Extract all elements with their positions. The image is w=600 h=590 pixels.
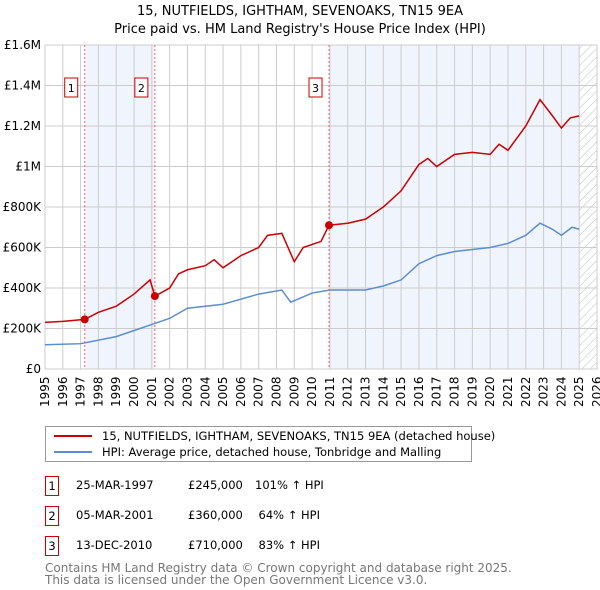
- y-tick-label: £0: [26, 362, 41, 376]
- x-tick-label: 2002: [163, 376, 177, 407]
- x-tick-label: 2018: [448, 376, 462, 407]
- sale-number: 3: [45, 536, 59, 556]
- x-tick-label: 1996: [56, 376, 70, 407]
- footer-line-1: Contains HM Land Registry data © Crown c…: [45, 561, 512, 575]
- chart-subtitle: Price paid vs. HM Land Registry's House …: [114, 22, 486, 37]
- sale-label-box: [64, 77, 79, 98]
- x-tick-label: 1999: [109, 376, 123, 407]
- sale-hpi-change: 83% ↑ HPI: [258, 538, 320, 552]
- x-tick-label: 2004: [198, 376, 212, 407]
- x-tick-label: 1997: [74, 376, 88, 407]
- y-tick-label: £1M: [15, 160, 41, 174]
- x-tick-label: 2001: [145, 376, 159, 407]
- x-tick-label: 2020: [483, 376, 497, 407]
- sale-number: 2: [45, 506, 59, 526]
- legend-red-line: [54, 435, 92, 437]
- x-tick-label: 2006: [234, 376, 248, 407]
- y-tick-label: £200K: [3, 322, 43, 336]
- sale-hpi-change: 101% ↑ HPI: [255, 478, 324, 492]
- y-tick-label: £1.4M: [4, 79, 41, 93]
- legend-label-property: 15, NUTFIELDS, IGHTHAM, SEVENOAKS, TN15 …: [102, 429, 496, 443]
- sale-hpi-change: 64% ↑ HPI: [258, 508, 320, 522]
- sale-label: 2: [138, 82, 145, 95]
- x-tick-label: 2022: [519, 376, 533, 407]
- y-tick-label: £400K: [3, 281, 43, 295]
- x-tick-label: 2013: [359, 376, 373, 407]
- x-tick-label: 2024: [554, 376, 568, 407]
- x-tick-label: 2003: [180, 376, 194, 407]
- x-tick-label: 2017: [430, 376, 444, 407]
- chart-title: 15, NUTFIELDS, IGHTHAM, SEVENOAKS, TN15 …: [136, 4, 463, 19]
- x-tick-label: 2025: [572, 376, 586, 407]
- y-tick-label: £800K: [3, 200, 43, 214]
- sale-date: 05-MAR-2001: [76, 508, 154, 522]
- sale-price: £360,000: [188, 508, 243, 522]
- x-tick-label: 2012: [341, 376, 355, 407]
- sale-row: 1 25-MAR-1997 £245,000 101% ↑ HPI: [45, 476, 345, 496]
- x-tick-label: 2010: [305, 376, 319, 407]
- legend-label-hpi: HPI: Average price, detached house, Tonb…: [102, 445, 442, 459]
- sale-date: 13-DEC-2010: [76, 538, 153, 552]
- x-tick-label: 2019: [465, 376, 479, 407]
- sale-label: 1: [68, 82, 75, 95]
- sale-row: 3 13-DEC-2010 £710,000 83% ↑ HPI: [45, 536, 345, 556]
- x-tick-label: 2005: [216, 376, 230, 407]
- x-tick-label: 2016: [412, 376, 426, 407]
- x-tick-label: 2009: [287, 376, 301, 407]
- series-line: [44, 98, 580, 324]
- x-tick-label: 2021: [501, 376, 515, 407]
- x-tick-label: 1995: [38, 376, 52, 407]
- x-tick-label: 2023: [537, 376, 551, 407]
- sale-price: £245,000: [188, 478, 243, 492]
- y-tick-label: £1.6M: [4, 38, 41, 52]
- sale-point: [150, 292, 159, 301]
- sale-row: 2 05-MAR-2001 £360,000 64% ↑ HPI: [45, 506, 345, 526]
- sale-label-box: [308, 77, 323, 98]
- x-tick-label: 1998: [91, 376, 105, 407]
- sale-price: £710,000: [188, 538, 243, 552]
- x-tick-label: 2000: [127, 376, 141, 407]
- x-tick-label: 2015: [394, 376, 408, 407]
- price-chart: 1995 1996 1997 1998 1999 2000 2001 2002 2003 2004…: [3, 38, 600, 407]
- sale-number: 1: [45, 476, 59, 496]
- sale-point: [80, 315, 89, 324]
- sale-label: 3: [312, 82, 319, 95]
- x-tick-label: 2014: [376, 376, 390, 407]
- y-tick-label: £600K: [3, 241, 43, 255]
- legend: 15, NUTFIELDS, IGHTHAM, SEVENOAKS, TN15 …: [45, 426, 495, 462]
- x-tick-label: 2008: [269, 376, 283, 407]
- y-tick-label: £1.2M: [4, 119, 41, 133]
- plot-border: [44, 44, 598, 370]
- x-tick-label: 2011: [323, 376, 337, 407]
- x-tick-label: 2007: [252, 376, 266, 407]
- footer-line-2: This data is licensed under the Open Gov…: [45, 573, 428, 587]
- x-tick-label: 2026: [590, 376, 600, 407]
- sale-label-box: [134, 77, 149, 98]
- footer: Contains HM Land Registry data © Crown c…: [45, 562, 512, 586]
- legend-blue-line: [54, 451, 92, 453]
- sale-point: [325, 221, 334, 230]
- sale-date: 25-MAR-1997: [76, 478, 154, 492]
- series-line: [44, 222, 580, 346]
